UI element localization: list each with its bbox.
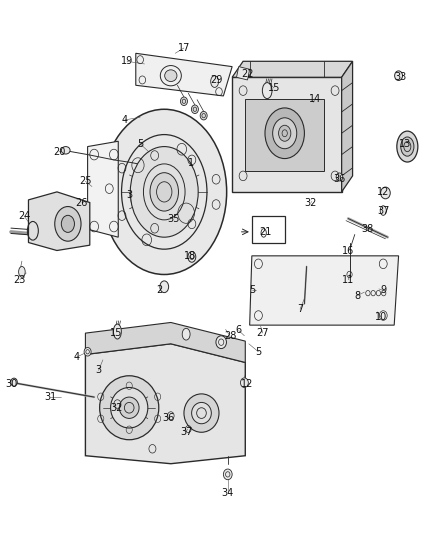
- Ellipse shape: [265, 108, 304, 159]
- Ellipse shape: [18, 266, 25, 277]
- Text: 32: 32: [110, 403, 122, 413]
- Ellipse shape: [240, 378, 248, 387]
- Text: 26: 26: [75, 198, 87, 207]
- Ellipse shape: [131, 147, 198, 237]
- Ellipse shape: [61, 215, 74, 232]
- Ellipse shape: [279, 125, 291, 141]
- Text: 15: 15: [110, 328, 122, 338]
- Text: 8: 8: [354, 291, 360, 301]
- Text: 21: 21: [259, 227, 271, 237]
- Ellipse shape: [180, 97, 187, 106]
- Polygon shape: [28, 192, 90, 251]
- Polygon shape: [88, 141, 118, 237]
- Ellipse shape: [381, 187, 390, 199]
- Ellipse shape: [184, 394, 219, 432]
- Text: 31: 31: [44, 392, 57, 402]
- Ellipse shape: [61, 147, 70, 154]
- Text: 5: 5: [137, 139, 143, 149]
- Text: 36: 36: [162, 414, 175, 423]
- Polygon shape: [252, 216, 285, 243]
- Text: 15: 15: [268, 83, 280, 93]
- Polygon shape: [342, 61, 353, 192]
- Text: 35: 35: [167, 214, 179, 223]
- Polygon shape: [237, 67, 250, 80]
- Text: 19: 19: [121, 56, 133, 66]
- Text: 6: 6: [236, 326, 242, 335]
- Text: 16: 16: [342, 246, 354, 255]
- Text: 37: 37: [377, 206, 389, 215]
- Text: 3: 3: [95, 366, 102, 375]
- Ellipse shape: [262, 83, 272, 99]
- Text: 36: 36: [333, 174, 346, 183]
- Ellipse shape: [272, 118, 297, 149]
- Ellipse shape: [216, 336, 226, 349]
- Polygon shape: [245, 99, 324, 171]
- Text: 12: 12: [241, 379, 254, 389]
- Text: 14: 14: [309, 94, 321, 103]
- Polygon shape: [250, 256, 399, 325]
- Ellipse shape: [380, 206, 386, 215]
- Text: 28: 28: [224, 331, 236, 341]
- Text: 11: 11: [342, 275, 354, 285]
- Text: 22: 22: [241, 69, 254, 78]
- Ellipse shape: [211, 76, 219, 87]
- Ellipse shape: [191, 105, 198, 114]
- Ellipse shape: [395, 71, 403, 80]
- Polygon shape: [85, 322, 245, 362]
- Text: 37: 37: [180, 427, 192, 437]
- Ellipse shape: [11, 378, 18, 386]
- Text: 27: 27: [257, 328, 269, 338]
- Text: 4: 4: [122, 115, 128, 125]
- Text: 9: 9: [380, 286, 386, 295]
- Ellipse shape: [102, 109, 227, 274]
- Text: 32: 32: [305, 198, 317, 207]
- Text: 5: 5: [255, 347, 261, 357]
- Ellipse shape: [192, 402, 211, 424]
- Ellipse shape: [397, 131, 418, 162]
- Text: 13: 13: [399, 139, 411, 149]
- Ellipse shape: [165, 70, 177, 82]
- Text: 17: 17: [178, 43, 190, 53]
- Ellipse shape: [150, 173, 179, 211]
- Polygon shape: [232, 77, 342, 192]
- Ellipse shape: [99, 376, 159, 440]
- Ellipse shape: [223, 469, 232, 480]
- Text: 24: 24: [18, 211, 30, 221]
- Polygon shape: [232, 61, 353, 77]
- Ellipse shape: [200, 111, 207, 120]
- Text: 1: 1: [187, 158, 194, 167]
- Text: 2: 2: [157, 286, 163, 295]
- Ellipse shape: [110, 387, 148, 428]
- Polygon shape: [136, 53, 232, 96]
- Ellipse shape: [336, 173, 343, 181]
- Text: 7: 7: [297, 304, 303, 314]
- Text: 4: 4: [74, 352, 80, 362]
- Text: 29: 29: [211, 75, 223, 85]
- Text: 34: 34: [222, 488, 234, 498]
- Ellipse shape: [188, 252, 196, 262]
- Text: 18: 18: [184, 251, 197, 261]
- Ellipse shape: [55, 207, 81, 241]
- Text: 30: 30: [5, 379, 17, 389]
- Ellipse shape: [160, 281, 169, 293]
- Text: 5: 5: [249, 286, 255, 295]
- Ellipse shape: [113, 324, 121, 339]
- Ellipse shape: [401, 137, 414, 156]
- Polygon shape: [85, 344, 245, 464]
- Text: 20: 20: [53, 147, 65, 157]
- Text: 23: 23: [14, 275, 26, 285]
- Text: 10: 10: [375, 312, 387, 322]
- Text: 25: 25: [79, 176, 92, 186]
- Text: 12: 12: [377, 187, 389, 197]
- Ellipse shape: [182, 328, 190, 340]
- Ellipse shape: [84, 348, 91, 356]
- Ellipse shape: [119, 397, 139, 418]
- Text: 38: 38: [362, 224, 374, 234]
- Text: 3: 3: [126, 190, 132, 199]
- Text: 33: 33: [395, 72, 407, 82]
